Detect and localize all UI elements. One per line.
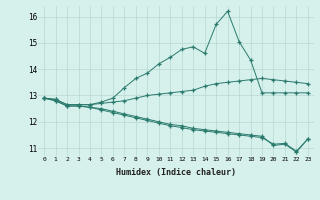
X-axis label: Humidex (Indice chaleur): Humidex (Indice chaleur)	[116, 168, 236, 177]
